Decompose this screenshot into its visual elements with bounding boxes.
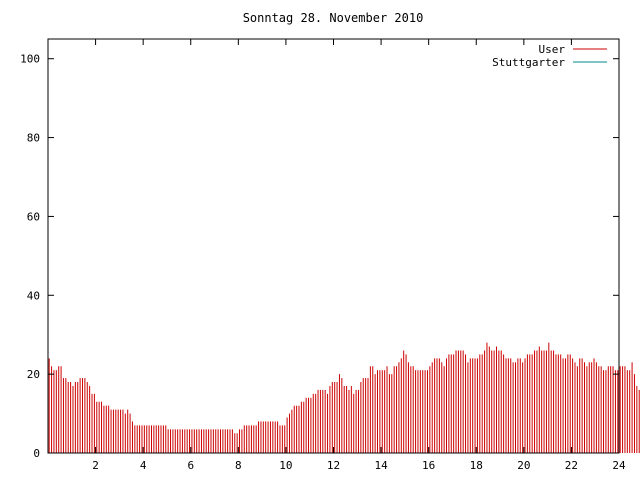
x-tick-label: 14 [374,459,388,472]
chart-title: Sonntag 28. November 2010 [243,11,424,25]
x-tick-label: 22 [565,459,578,472]
y-tick-label: 80 [27,132,40,145]
x-tick-label: 4 [140,459,147,472]
y-tick-label: 20 [27,368,40,381]
x-tick-label: 12 [327,459,340,472]
legend-label: User [539,43,566,56]
y-tick-label: 60 [27,210,40,223]
x-tick-label: 6 [187,459,194,472]
x-tick-label: 24 [612,459,626,472]
x-tick-label: 20 [517,459,530,472]
x-tick-label: 16 [422,459,435,472]
x-tick-label: 8 [235,459,242,472]
plot-frame [47,38,620,454]
y-tick-label: 0 [33,447,40,460]
legend-label: Stuttgarter [492,56,565,69]
y-tick-label: 100 [20,53,40,66]
x-tick-label: 18 [470,459,483,472]
x-tick-label: 10 [279,459,292,472]
x-tick-label: 2 [92,459,99,472]
y-tick-label: 40 [27,289,40,302]
bars-group [48,342,640,453]
